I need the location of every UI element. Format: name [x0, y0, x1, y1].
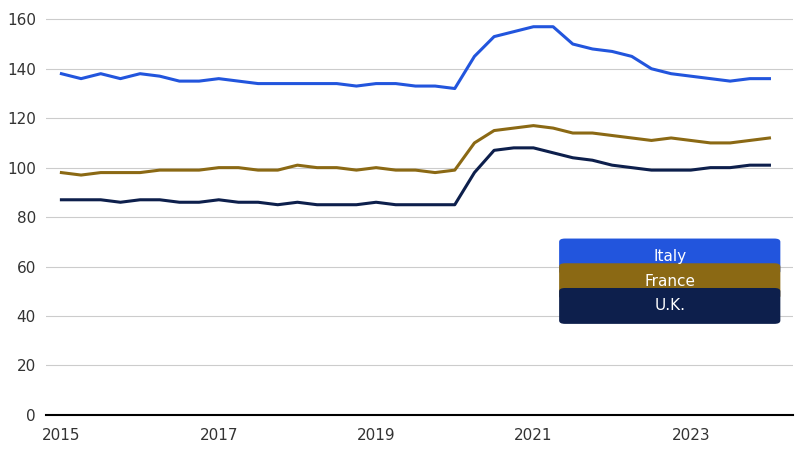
Text: France: France [644, 274, 695, 289]
Text: Italy: Italy [653, 249, 686, 264]
Text: U.K.: U.K. [654, 298, 686, 314]
FancyBboxPatch shape [559, 238, 780, 274]
FancyBboxPatch shape [559, 263, 780, 299]
FancyBboxPatch shape [559, 288, 780, 324]
